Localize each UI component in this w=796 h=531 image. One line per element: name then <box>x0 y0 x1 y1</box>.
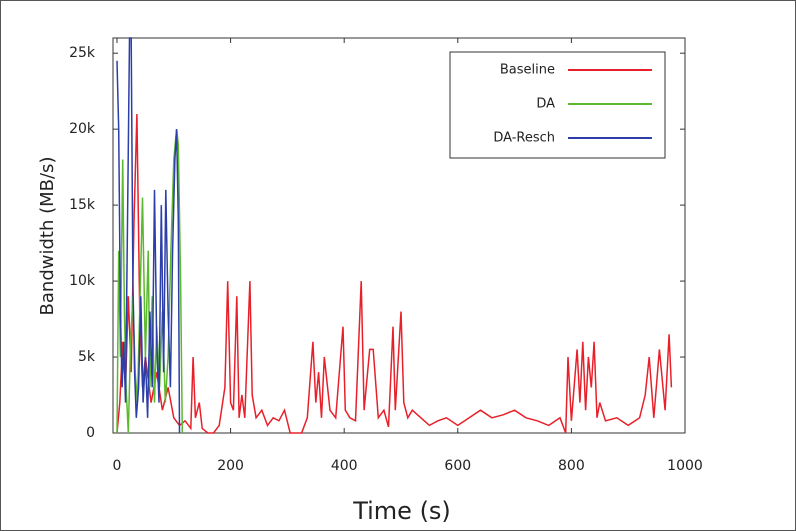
series-line <box>116 37 181 434</box>
series-line <box>116 113 673 434</box>
y-tick-label: 25k <box>69 45 96 61</box>
legend-label: DA-Resch <box>493 131 555 146</box>
y-tick-label: 5k <box>78 349 96 365</box>
x-tick-label: 400 <box>331 458 358 474</box>
x-tick-label: 200 <box>217 458 244 474</box>
x-tick-label: 800 <box>558 458 585 474</box>
y-tick-label: 10k <box>69 273 96 289</box>
legend-label: Baseline <box>500 63 555 78</box>
y-tick-label: 20k <box>69 121 96 137</box>
x-tick-label: 600 <box>444 458 471 474</box>
legend-label: DA <box>536 97 555 112</box>
y-axis-label: Bandwidth (MB/s) <box>37 157 58 316</box>
y-tick-label: 0 <box>86 425 95 441</box>
y-tick-label: 15k <box>69 197 96 213</box>
x-tick-label: 1000 <box>667 458 703 474</box>
x-axis-label: Time (s) <box>352 497 451 525</box>
plot-area <box>112 37 686 434</box>
x-tick-label: 0 <box>113 458 122 474</box>
